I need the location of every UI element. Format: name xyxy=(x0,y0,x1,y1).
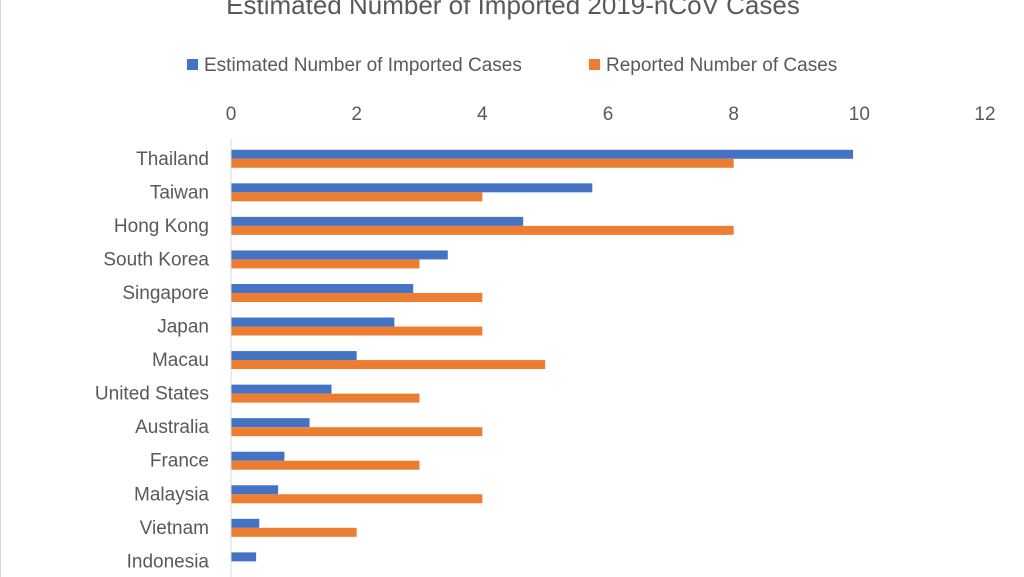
x-tick-label: 8 xyxy=(728,104,739,125)
bar-estimated xyxy=(231,183,593,193)
bar-estimated xyxy=(231,384,332,394)
legend-label-reported: Reported Number of Cases xyxy=(606,55,838,76)
legend-swatch-reported xyxy=(589,59,600,71)
legend-item-estimated: Estimated Number of Imported Cases xyxy=(187,55,522,77)
bar-estimated xyxy=(231,283,414,293)
category-label: Malaysia xyxy=(134,484,209,505)
category-label: Hong Kong xyxy=(114,216,209,237)
bar-reported xyxy=(231,494,483,504)
chart-title: Estimated Number of Imported 2019-nCoV C… xyxy=(226,0,800,20)
category-label: France xyxy=(150,451,209,472)
bar-estimated xyxy=(231,485,279,495)
bar-estimated xyxy=(231,451,285,461)
category-label: United States xyxy=(95,384,209,405)
category-label: Japan xyxy=(157,317,209,338)
bar-reported xyxy=(231,192,483,202)
bar-estimated xyxy=(231,351,357,361)
bar-estimated xyxy=(231,552,257,562)
legend-item-reported: Reported Number of Cases xyxy=(589,55,837,77)
x-tick-label: 12 xyxy=(974,104,995,125)
category-label: Macau xyxy=(152,350,209,371)
legend-label-estimated: Estimated Number of Imported Cases xyxy=(204,55,522,76)
bar-reported xyxy=(231,259,420,269)
y-axis-category-labels: Thailand Taiwan Hong Kong South Korea Singap… xyxy=(95,149,210,573)
x-tick-label: 6 xyxy=(603,104,614,125)
bar-estimated xyxy=(231,518,260,528)
bar-reported xyxy=(231,427,483,437)
x-tick-label: 10 xyxy=(849,104,870,125)
x-axis-tick-labels: 0 2 4 6 8 10 12 xyxy=(226,104,996,125)
category-label: Thailand xyxy=(136,149,209,170)
bar-reported xyxy=(231,393,420,403)
category-label: Singapore xyxy=(122,283,209,304)
x-tick-label: 4 xyxy=(477,104,488,125)
bar-reported xyxy=(231,527,357,537)
bar-reported xyxy=(231,326,483,336)
bar-estimated xyxy=(231,317,395,327)
bars xyxy=(231,149,854,562)
category-label: Australia xyxy=(135,417,209,438)
bar-reported xyxy=(231,292,483,302)
bar-reported xyxy=(231,225,734,235)
bar-reported xyxy=(231,158,734,168)
bar-estimated xyxy=(231,250,448,260)
category-label: Indonesia xyxy=(127,551,210,572)
bar-estimated xyxy=(231,216,524,226)
category-label: Taiwan xyxy=(150,182,209,203)
bar-reported xyxy=(231,360,546,370)
bar-reported xyxy=(231,460,420,470)
bar-estimated xyxy=(231,149,854,159)
x-tick-label: 0 xyxy=(226,104,237,125)
legend: Estimated Number of Imported Cases Repor… xyxy=(1,55,1024,77)
legend-swatch-estimated xyxy=(187,59,198,71)
category-label: Vietnam xyxy=(140,518,209,539)
bar-estimated xyxy=(231,418,310,428)
category-label: South Korea xyxy=(103,249,209,270)
x-tick-label: 2 xyxy=(351,104,362,125)
